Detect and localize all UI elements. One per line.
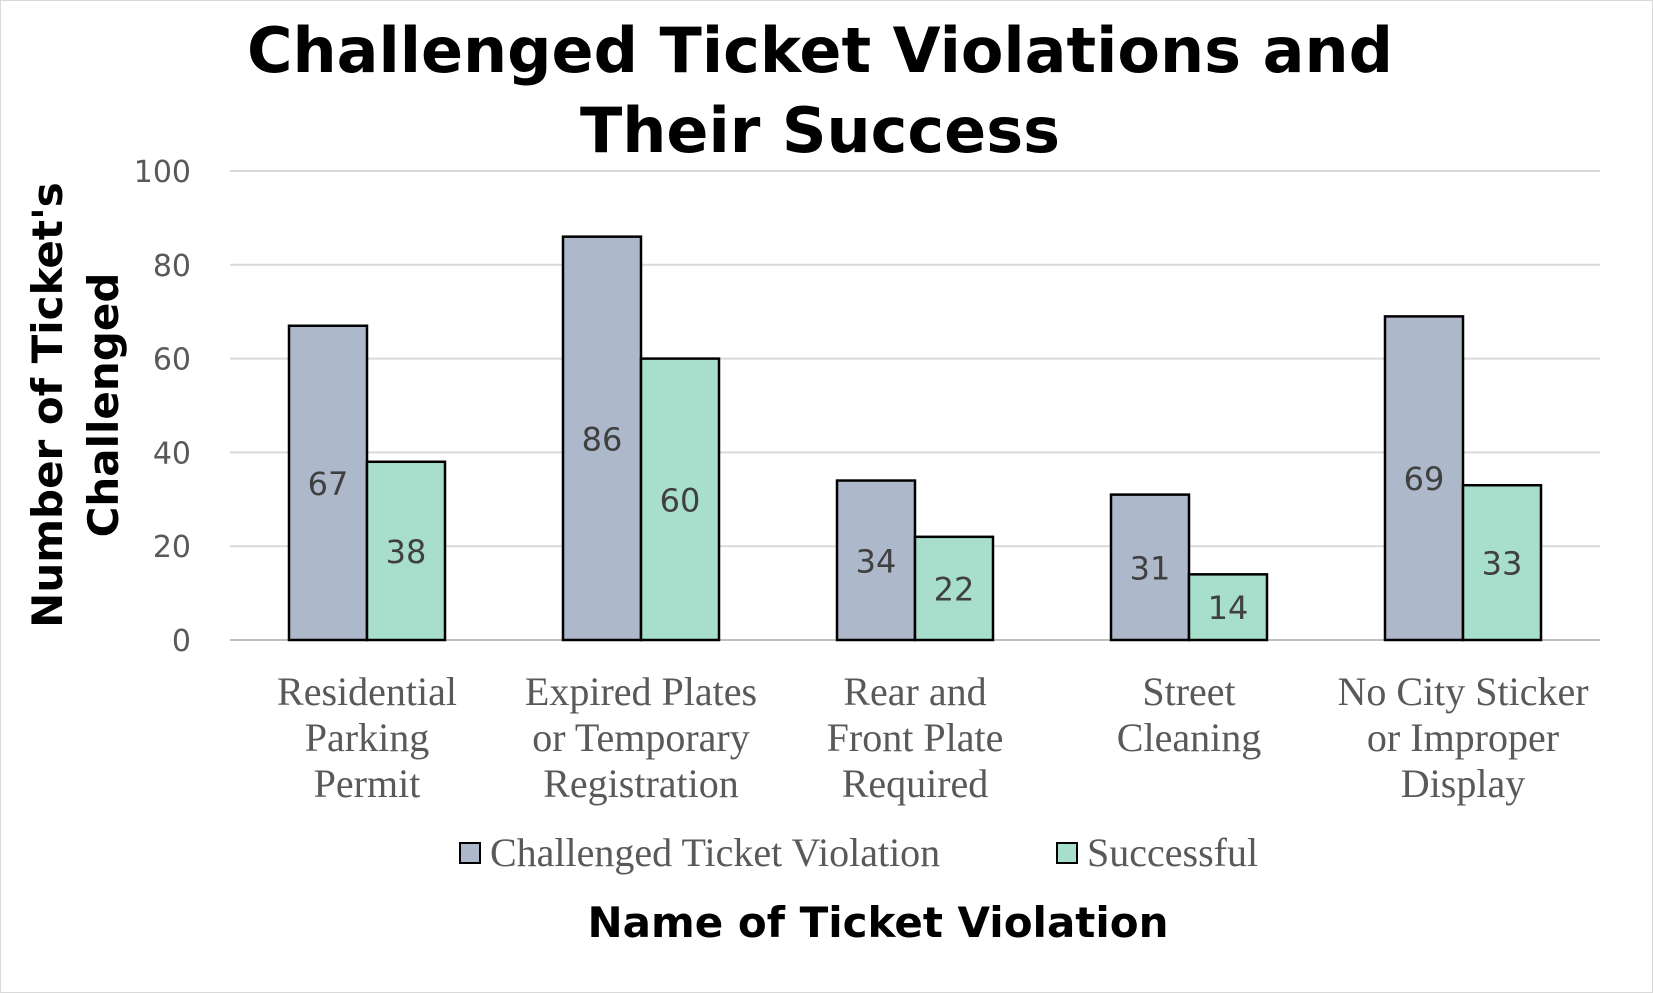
chart-title-line: Their Success: [580, 94, 1060, 167]
data-label: 14: [1208, 589, 1249, 627]
category-label-line: Registration: [543, 761, 739, 806]
category-label-line: Cleaning: [1117, 715, 1261, 760]
data-label: 60: [660, 481, 701, 519]
category-label-line: or Temporary: [532, 715, 750, 760]
data-label: 38: [386, 533, 427, 571]
chart-title-line: Challenged Ticket Violations and: [247, 14, 1393, 87]
legend-label: Challenged Ticket Violation: [490, 830, 940, 875]
data-label: 67: [308, 465, 349, 503]
data-label: 34: [856, 542, 897, 580]
bar-challenged: [1109, 493, 1191, 642]
bar-challenged: [561, 235, 643, 642]
y-tick-labels: 0 20 40 60 80 100: [134, 155, 191, 659]
category-label-line: Front Plate: [827, 715, 1004, 760]
category-label-line: Display: [1401, 761, 1525, 806]
y-tick-label: 40: [153, 436, 191, 471]
bar-successful: [1461, 483, 1543, 642]
legend-swatch-challenged: [459, 842, 481, 864]
bar-challenged: [835, 479, 917, 642]
data-labels: 67 38 86 60 34 22 31 14 69 33: [308, 420, 1523, 627]
category-label-line: Residential: [277, 669, 457, 714]
legend-swatch-successful: [1056, 842, 1078, 864]
data-label: 22: [934, 570, 975, 608]
data-label: 69: [1404, 460, 1445, 498]
category-label-line: Required: [842, 761, 989, 806]
y-tick-label: 100: [134, 155, 191, 190]
bar-successful: [639, 357, 721, 642]
legend-label: Successful: [1087, 830, 1258, 875]
bar-challenged: [1383, 315, 1465, 642]
y-axis-title: Number of Ticket's Challenged: [23, 182, 128, 628]
bar-successful: [1187, 573, 1269, 642]
category-label-line: No City Sticker: [1337, 669, 1588, 714]
y-tick-label: 0: [172, 624, 191, 659]
y-axis-title-line: Challenged: [79, 273, 128, 538]
gridlines: [230, 170, 1600, 641]
bars: [287, 235, 1543, 642]
category-label-line: Permit: [314, 761, 421, 806]
y-axis-title-line: Number of Ticket's: [23, 182, 72, 628]
y-tick-label: 60: [153, 343, 191, 378]
category-label-line: Expired Plates: [525, 669, 757, 714]
y-tick-label: 20: [153, 530, 191, 565]
data-label: 33: [1482, 545, 1523, 583]
x-axis-title: Name of Ticket Violation: [587, 898, 1168, 947]
category-label-line: Rear and: [843, 669, 986, 714]
bar-successful: [365, 460, 447, 642]
category-label-line: or Improper: [1367, 715, 1559, 760]
bar-successful: [913, 535, 995, 642]
data-label: 86: [582, 420, 623, 458]
y-tick-label: 80: [153, 249, 191, 284]
category-label-line: Street: [1142, 669, 1235, 714]
category-label-line: Parking: [305, 715, 429, 760]
legend: Challenged Ticket Violation Successful: [459, 830, 1258, 875]
data-label: 31: [1130, 549, 1171, 587]
